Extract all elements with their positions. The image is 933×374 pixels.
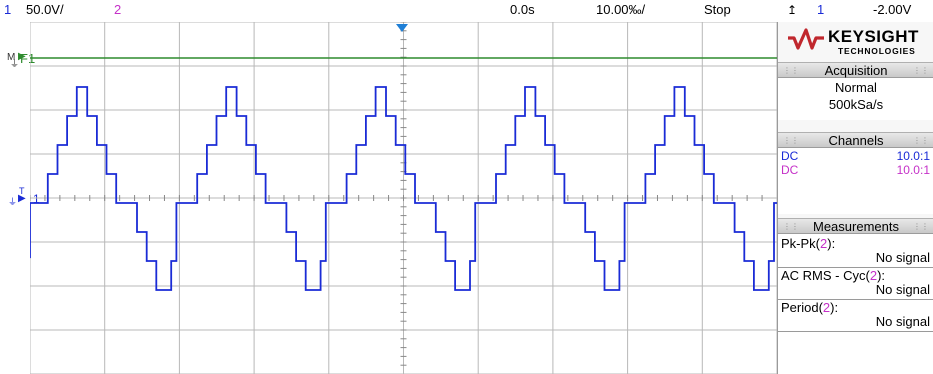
run-state[interactable]: Stop <box>704 2 731 17</box>
acquisition-body[interactable]: Normal 500kSa/s <box>778 78 933 120</box>
acquisition-mode: Normal <box>835 80 877 95</box>
sample-rate: 500kSa/s <box>828 97 884 112</box>
marker-arrow-icon: ▶ <box>18 193 26 204</box>
trigger-level: -2.00V <box>873 2 912 17</box>
measurement-name: AC RMS - Cyc( <box>781 268 870 283</box>
measurement-close: ): <box>877 268 886 283</box>
trigger-label: T <box>19 186 25 196</box>
channels-title: Channels <box>828 133 884 148</box>
math-label: M <box>7 52 16 63</box>
measurements-title: Measurements <box>813 219 899 234</box>
side-panel: KEYSIGHT TECHNOLOGIES ⋮⋮ Acquisition ⋮⋮ … <box>777 22 933 374</box>
logo-sub: TECHNOLOGIES <box>838 46 916 56</box>
trigger-position-icon[interactable] <box>396 24 408 32</box>
acquisition-header[interactable]: ⋮⋮ Acquisition ⋮⋮ <box>778 62 933 78</box>
time-offset[interactable]: 0.0s <box>510 2 535 17</box>
grip-icon: ⋮⋮ <box>783 136 799 145</box>
channel-probe: 10.0:1 <box>896 149 930 163</box>
grip-icon: ⋮⋮ <box>913 136 929 145</box>
channel-probe: 10.0:1 <box>896 163 930 177</box>
measurements-body[interactable]: Pk-Pk(2): No signal AC RMS - Cyc(2): No … <box>778 234 933 374</box>
measurement-name: Pk-Pk( <box>781 236 820 251</box>
ch1-trace <box>30 86 777 291</box>
divider <box>778 331 933 332</box>
ground-icon: ⏚ <box>8 197 18 207</box>
keysight-logo: KEYSIGHT TECHNOLOGIES <box>778 26 933 62</box>
measurement-label[interactable]: Period(2): <box>781 301 838 315</box>
measurement-value: No signal <box>875 282 930 297</box>
measurement-close: ): <box>827 236 836 251</box>
measurements-header[interactable]: ⋮⋮ Measurements ⋮⋮ <box>778 218 933 234</box>
measurement-source: 2 <box>822 300 831 315</box>
waveform-display[interactable] <box>30 22 777 374</box>
logo-wave-icon <box>788 28 824 50</box>
status-bar: 1 50.0V/ 2 0.0s 10.00‰/ Stop <box>0 0 777 22</box>
ch1-scale[interactable]: 50.0V/ <box>26 2 64 17</box>
ch2-number[interactable]: 2 <box>114 2 122 17</box>
trigger-status[interactable]: ↥ 1 -2.00V <box>777 0 933 22</box>
measurement-source: 2 <box>820 236 828 251</box>
measurement-value: No signal <box>875 250 930 265</box>
measurement-close: ): <box>830 300 839 315</box>
grip-icon: ⋮⋮ <box>783 222 799 231</box>
graticule <box>30 22 777 374</box>
logo-brand: KEYSIGHT <box>828 27 919 46</box>
timebase[interactable]: 10.00‰/ <box>596 2 646 17</box>
measurement-value: No signal <box>875 314 930 329</box>
measurement-source: 2 <box>869 268 878 283</box>
grip-icon: ⋮⋮ <box>913 66 929 75</box>
math-marker[interactable]: M ⏚ ▶ <box>7 51 31 69</box>
marker-arrow-icon: ▶ <box>18 51 26 62</box>
grip-icon: ⋮⋮ <box>783 66 799 75</box>
measurement-name: Period( <box>781 300 823 315</box>
ground-icon: ⏚ <box>10 59 20 69</box>
ch1-ground-marker[interactable]: T ⏚ ▶ <box>7 186 33 207</box>
ch1-marker-label: 1 <box>33 192 40 206</box>
channels-body[interactable]: DC 10.0:1 DC 10.0:1 <box>778 148 933 214</box>
channels-header[interactable]: ⋮⋮ Channels ⋮⋮ <box>778 132 933 148</box>
divider <box>778 267 933 268</box>
channel-coupling: DC <box>781 163 799 177</box>
measurement-label[interactable]: AC RMS - Cyc(2): <box>781 269 885 283</box>
trigger-edge-icon: ↥ <box>787 3 798 17</box>
trigger-channel: 1 <box>817 2 825 17</box>
f1-label: F1 <box>20 51 36 66</box>
measurement-label[interactable]: Pk-Pk(2): <box>781 237 835 251</box>
grip-icon: ⋮⋮ <box>913 222 929 231</box>
channel-coupling: DC <box>781 149 799 163</box>
divider <box>778 299 933 300</box>
ch1-number[interactable]: 1 <box>4 2 12 17</box>
acquisition-title: Acquisition <box>824 63 888 78</box>
